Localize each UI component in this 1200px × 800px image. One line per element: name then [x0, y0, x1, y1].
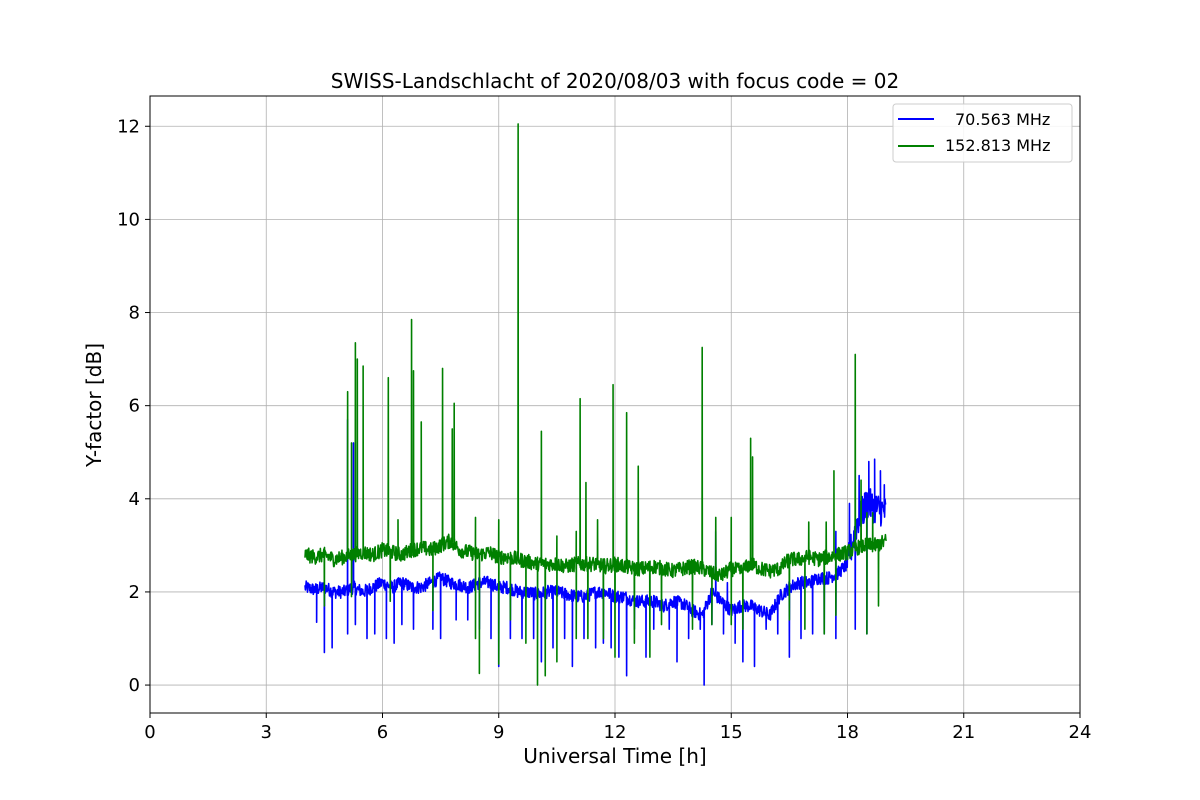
x-axis-title: Universal Time [h] [523, 744, 706, 768]
y-axis-title: Y-factor [dB] [82, 343, 106, 468]
x-tick-label: 6 [377, 722, 388, 743]
x-tick-label: 24 [1069, 722, 1092, 743]
y-tick-label: 2 [129, 582, 140, 603]
x-tick-label: 9 [493, 722, 504, 743]
series-lines [304, 123, 888, 686]
x-tick-label: 3 [261, 722, 272, 743]
legend-label-152mhz: 152.813 MHz [945, 136, 1050, 155]
legend-box [892, 103, 1073, 163]
legend: 70.563 MHz 152.813 MHz [892, 103, 1073, 163]
x-tick-label: 21 [952, 722, 975, 743]
series-line-152mhz [304, 123, 888, 686]
x-tick-label: 0 [144, 722, 155, 743]
y-tick-label: 6 [129, 396, 140, 417]
series-line-70mhz [304, 418, 887, 686]
y-tick-label: 10 [117, 209, 140, 230]
y-tick-label: 4 [129, 489, 140, 510]
x-tick-label: 18 [836, 722, 859, 743]
y-tick-label: 0 [129, 675, 140, 696]
y-tick-label: 12 [117, 116, 140, 137]
legend-label-70mhz: 70.563 MHz [955, 110, 1050, 129]
x-tick-label: 12 [604, 722, 627, 743]
y-tick-label: 8 [129, 303, 140, 324]
plot-area-frame [149, 95, 1081, 714]
x-tick-label: 15 [720, 722, 743, 743]
chart-title: SWISS-Landschlacht of 2020/08/03 with fo… [331, 69, 899, 93]
